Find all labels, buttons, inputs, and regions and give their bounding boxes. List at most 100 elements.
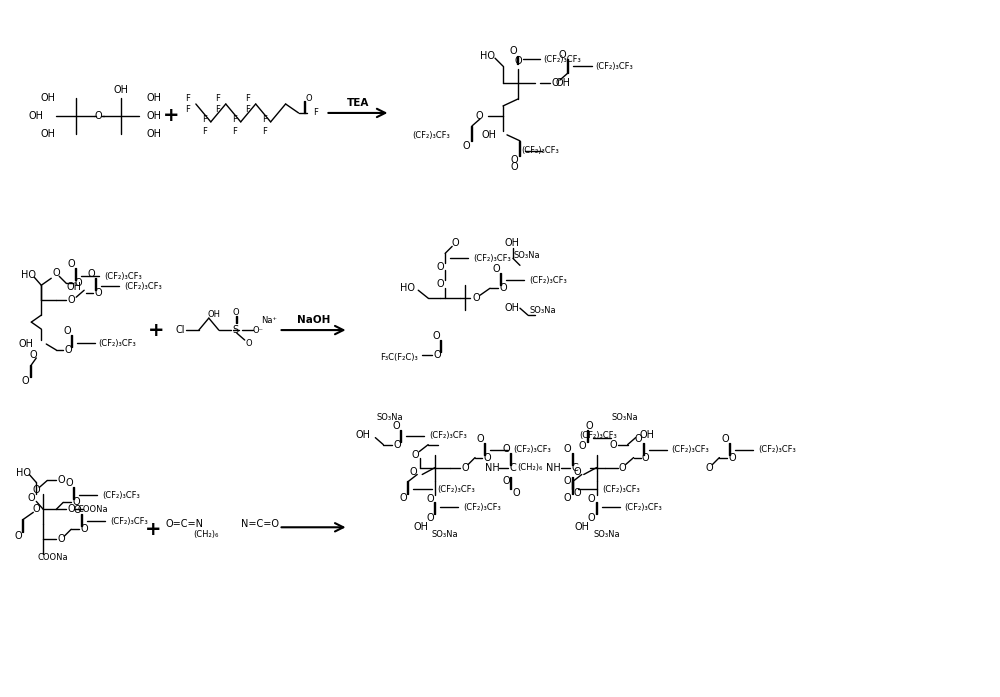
Text: F: F <box>245 93 250 102</box>
Text: NH: NH <box>485 463 499 473</box>
Text: O: O <box>94 289 102 298</box>
Text: O: O <box>564 477 572 487</box>
Text: F: F <box>215 105 220 114</box>
Text: (CF₂)₃CF₃: (CF₂)₃CF₃ <box>543 54 581 63</box>
Text: C: C <box>510 463 516 473</box>
Text: (CF₂)₃CF₃: (CF₂)₃CF₃ <box>625 503 662 512</box>
Text: O: O <box>32 485 40 496</box>
Text: +: + <box>148 321 164 339</box>
Text: O: O <box>461 463 469 473</box>
Text: O: O <box>579 441 587 451</box>
Text: O: O <box>502 477 510 487</box>
Text: F: F <box>262 128 267 137</box>
Text: (CF₂)₃CF₃: (CF₂)₃CF₃ <box>463 503 501 512</box>
Text: OH: OH <box>504 303 519 313</box>
Text: F: F <box>215 93 220 102</box>
Text: O: O <box>80 524 88 535</box>
Text: O: O <box>483 452 491 463</box>
Text: HO: HO <box>480 51 495 61</box>
Text: O: O <box>72 498 80 507</box>
Text: O: O <box>619 463 626 473</box>
Text: O: O <box>63 326 71 336</box>
Text: O: O <box>509 46 517 56</box>
Text: OH: OH <box>556 78 571 88</box>
Text: COONa: COONa <box>38 553 69 562</box>
Text: (CF₂)₃CF₃: (CF₂)₃CF₃ <box>579 431 617 440</box>
Text: O: O <box>476 434 484 443</box>
Text: SO₃Na: SO₃Na <box>593 530 620 539</box>
Text: O: O <box>436 262 444 273</box>
Text: O: O <box>27 493 35 503</box>
Text: O: O <box>706 463 713 473</box>
Text: TEA: TEA <box>347 98 369 108</box>
Text: (CF₂)₃CF₃: (CF₂)₃CF₃ <box>473 254 511 263</box>
Text: OH: OH <box>504 238 519 248</box>
Text: O: O <box>392 421 400 431</box>
Text: O: O <box>65 478 73 489</box>
Text: O: O <box>564 443 572 454</box>
Text: S: S <box>233 325 239 335</box>
Text: OH: OH <box>640 429 655 440</box>
Text: OH: OH <box>41 93 56 103</box>
Text: OH: OH <box>147 111 162 121</box>
Text: HO: HO <box>400 283 415 293</box>
Text: (CF₂)₃CF₃: (CF₂)₃CF₃ <box>602 485 640 494</box>
Text: O: O <box>512 489 520 498</box>
Text: O: O <box>67 505 75 514</box>
Text: O: O <box>245 339 252 348</box>
Text: O: O <box>409 466 417 477</box>
Text: O: O <box>433 350 441 360</box>
Text: O: O <box>74 278 82 289</box>
Text: (CH₂)₆: (CH₂)₆ <box>193 530 219 539</box>
Text: F: F <box>245 105 250 114</box>
Text: OH: OH <box>41 129 56 139</box>
Text: (CF₂)₃CF₃: (CF₂)₃CF₃ <box>595 61 633 70</box>
Text: OH: OH <box>114 85 129 95</box>
Text: HO: HO <box>21 270 36 280</box>
Text: F: F <box>232 116 237 125</box>
Text: O: O <box>57 534 65 544</box>
Text: OH: OH <box>575 522 590 533</box>
Text: O: O <box>426 494 434 505</box>
Text: OH: OH <box>18 339 33 349</box>
Text: O: O <box>232 307 239 316</box>
Text: O: O <box>399 493 407 503</box>
Text: OH: OH <box>481 130 496 140</box>
Text: (CF₂)₃CF₃: (CF₂)₃CF₃ <box>437 485 475 494</box>
Text: SO₃Na: SO₃Na <box>611 413 638 422</box>
Text: O: O <box>73 505 81 515</box>
Text: (CF₂)₃CF₃: (CF₂)₃CF₃ <box>513 445 551 454</box>
Text: (CF₂)₃CF₃: (CF₂)₃CF₃ <box>110 516 148 526</box>
Text: (CF₂)₃CF₃: (CF₂)₃CF₃ <box>521 146 559 155</box>
Text: OH: OH <box>66 282 81 292</box>
Text: (CF₂)₃CF₃: (CF₂)₃CF₃ <box>529 276 567 285</box>
Text: O: O <box>64 345 72 355</box>
Text: O: O <box>635 434 642 443</box>
Text: SO₃Na: SO₃Na <box>514 251 540 260</box>
Text: NaOH: NaOH <box>297 315 330 325</box>
Text: O: O <box>436 279 444 289</box>
Text: F: F <box>202 116 207 125</box>
Text: O: O <box>432 331 440 341</box>
Text: OH: OH <box>147 93 162 103</box>
Text: SO₃Na: SO₃Na <box>377 413 404 422</box>
Text: O: O <box>67 259 75 269</box>
Text: O: O <box>22 376 29 386</box>
Text: O: O <box>564 493 572 503</box>
Text: SO₃Na: SO₃Na <box>432 530 458 539</box>
Text: O: O <box>57 475 65 486</box>
Text: C: C <box>571 463 578 473</box>
Text: (CH₂)₆: (CH₂)₆ <box>517 463 543 472</box>
Text: O: O <box>510 155 518 164</box>
Text: F₃C(F₂C)₃: F₃C(F₂C)₃ <box>380 353 418 362</box>
Text: OH: OH <box>28 111 43 121</box>
Text: Na⁺: Na⁺ <box>261 316 277 325</box>
Text: O: O <box>305 93 312 102</box>
Text: O: O <box>15 531 22 542</box>
Text: F: F <box>262 116 267 125</box>
Text: OH: OH <box>413 522 428 533</box>
Text: O: O <box>472 293 480 303</box>
Text: O: O <box>87 269 95 279</box>
Text: O⁻: O⁻ <box>252 325 263 335</box>
Text: O: O <box>558 50 566 60</box>
